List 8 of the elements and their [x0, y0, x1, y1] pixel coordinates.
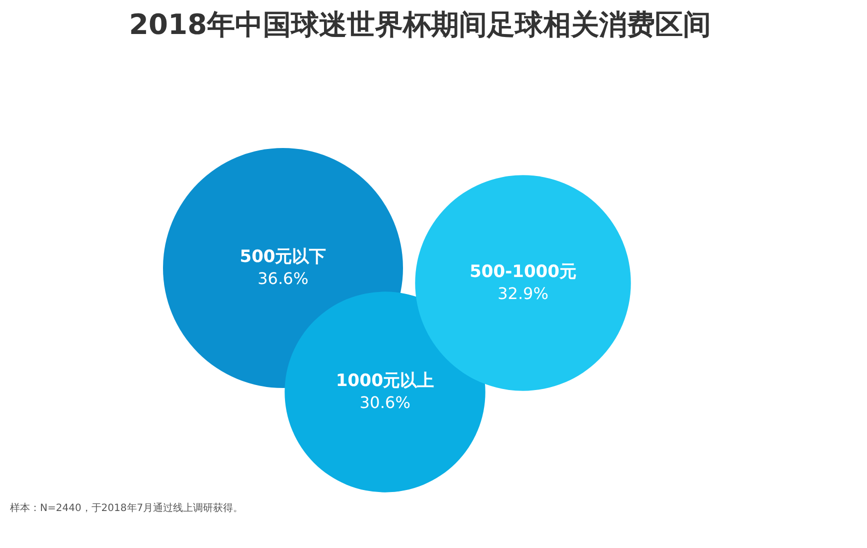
category-label: 1000元以上 — [336, 371, 434, 391]
data-label: 32.9% — [498, 284, 548, 303]
category-label: 500元以下 — [240, 247, 326, 267]
data-label: 36.6% — [258, 269, 308, 288]
text: 样本：N=2440，于2018年7月通过线上调研获得。 — [10, 502, 244, 514]
category-label: 500-1000元 — [470, 262, 576, 282]
text: 2018年中国球迷世界杯期间足球相关消费区间 — [129, 8, 711, 41]
data-label: 30.6% — [360, 393, 410, 412]
